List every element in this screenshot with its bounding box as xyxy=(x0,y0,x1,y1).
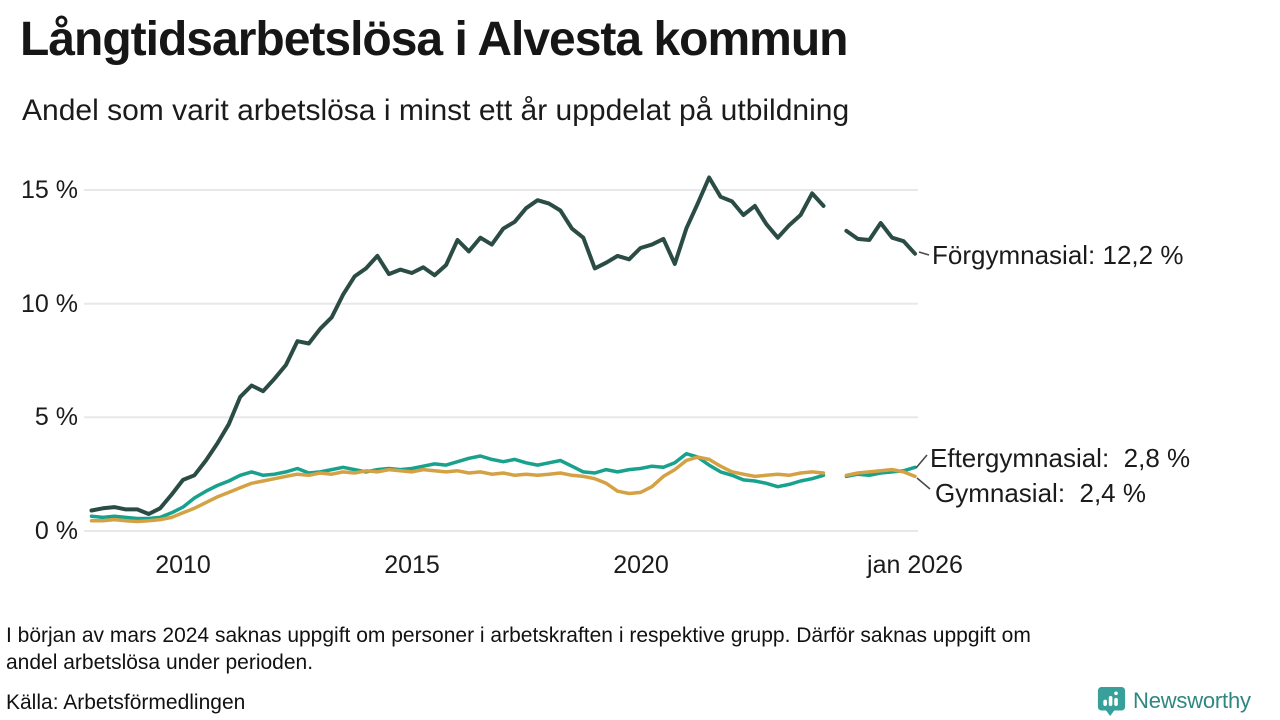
leader-line-eftergymnasial xyxy=(915,454,928,469)
ytick-0: 0 % xyxy=(34,517,78,545)
page-subtitle: Andel som varit arbetslösa i minst ett å… xyxy=(22,94,850,127)
annotation-leader-lines xyxy=(915,251,931,490)
series-lines xyxy=(89,175,917,524)
footnote-line-1: I början av mars 2024 saknas uppgift om … xyxy=(6,624,1031,647)
gridlines xyxy=(84,189,918,532)
series-label-forgymnasial: Förgymnasial: 12,2 % xyxy=(932,240,1184,270)
xtick-2010: 2010 xyxy=(155,551,211,579)
leader-line-forgymnasial xyxy=(918,251,930,256)
series-line-gymnasial xyxy=(89,455,917,524)
leader-line-gymnasial xyxy=(916,477,931,490)
series-line-eftergymnasial xyxy=(89,451,917,521)
series-label-eftergymnasial: Eftergymnasial: 2,8 % xyxy=(930,443,1191,473)
xtick-2020: 2020 xyxy=(613,551,669,579)
series-label-gymnasial: Gymnasial: 2,4 % xyxy=(935,478,1146,508)
newsworthy-logo: Newsworthy xyxy=(1097,686,1251,716)
newsworthy-speech-bubble-bars-icon xyxy=(1097,686,1126,716)
footnote-line-2: andel arbetslösa under perioden. xyxy=(6,651,314,674)
page-title: Långtidsarbetslösa i Alvesta kommun xyxy=(20,13,848,66)
ytick-15: 15 % xyxy=(21,176,78,204)
xtick-jan2026: jan 2026 xyxy=(867,551,963,579)
source-credit: Källa: Arbetsförmedlingen xyxy=(6,691,246,714)
xtick-2015: 2015 xyxy=(384,551,440,579)
ytick-5: 5 % xyxy=(34,403,78,431)
newsworthy-wordmark: Newsworthy xyxy=(1133,688,1251,713)
series-line-förgymnasial xyxy=(89,175,917,516)
ytick-10: 10 % xyxy=(21,290,78,318)
